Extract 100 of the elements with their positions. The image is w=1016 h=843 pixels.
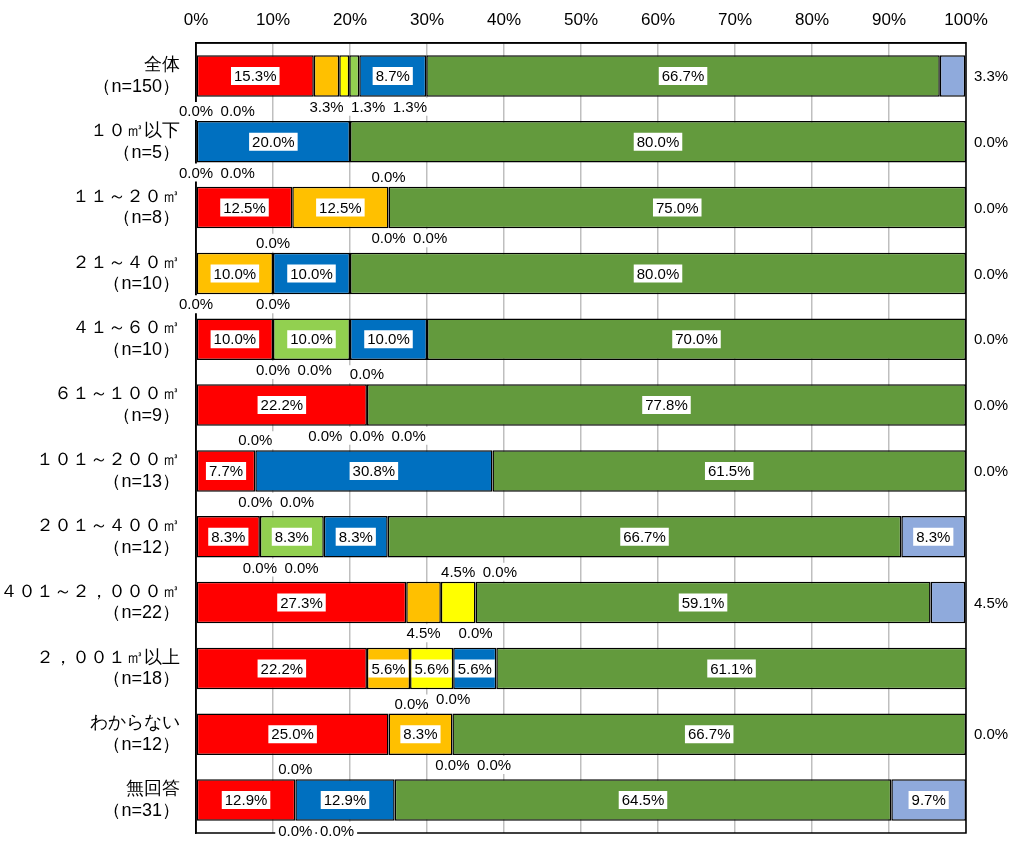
y-tick-label: ４０１～２，０００㎥（n=22） — [0, 580, 180, 623]
data-label: 9.7% — [911, 791, 946, 809]
data-label: 8.3% — [211, 527, 246, 545]
data-label: 22.2% — [260, 396, 304, 414]
annotation: 0.0% — [319, 821, 355, 839]
data-label: 12.5% — [223, 198, 266, 216]
data-label: 80.0% — [636, 264, 680, 282]
data-label: 66.7% — [687, 725, 731, 743]
data-label: 8.3% — [916, 527, 951, 545]
data-label: 3.3% — [309, 97, 344, 115]
data-label: 80.0% — [636, 132, 680, 150]
data-label: 0.0% — [973, 725, 1009, 743]
y-tick-label: ４１～６０㎥（n=10） — [72, 317, 180, 360]
annotation: 0.0% — [391, 426, 426, 444]
annotation: 0.0% — [220, 102, 255, 120]
x-tick-label: 10% — [255, 10, 291, 30]
data-label: 0.0% — [973, 462, 1009, 480]
data-label: 1.3% — [351, 97, 386, 115]
annotation: 0.0% — [178, 102, 214, 120]
annotation: 0.0% — [436, 690, 471, 708]
annotation: 0.0% — [349, 426, 385, 444]
data-label: 20.0% — [252, 132, 295, 150]
annotation: 0.0% — [371, 167, 406, 185]
data-label: 8.3% — [274, 527, 309, 545]
y-tick-label: わからない（n=12） — [90, 712, 180, 755]
data-label: 10.0% — [213, 264, 257, 282]
data-label: 0.0% — [973, 198, 1009, 216]
data-label: 8.7% — [375, 67, 410, 85]
data-label: 15.3% — [234, 67, 277, 85]
annotation: 0.0% — [477, 756, 512, 774]
y-tick-label: １０１～２００㎥（n=13） — [36, 449, 180, 491]
annotation: 0.0% — [482, 562, 517, 580]
data-label: 10.0% — [290, 264, 333, 282]
annotation: 0.0% — [394, 694, 429, 712]
x-tick-label: 50% — [563, 10, 599, 30]
x-tick-label: 20% — [332, 10, 368, 30]
data-label: 30.8% — [352, 462, 396, 480]
x-tick-label: 30% — [409, 10, 445, 30]
annotation: 0.0% — [255, 295, 291, 313]
data-label: 4.5% — [441, 562, 476, 580]
data-label: 3.3% — [973, 67, 1009, 85]
data-label: 66.7% — [623, 527, 666, 545]
annotation: 0.0% — [178, 295, 214, 313]
annotation: 0.0% — [308, 426, 343, 444]
data-label: 25.0% — [271, 725, 314, 743]
data-label: 0.0% — [973, 264, 1009, 282]
data-label: 75.0% — [655, 198, 699, 216]
annotation: 0.0% — [279, 492, 315, 510]
x-tick-label: 80% — [794, 10, 830, 30]
y-tick-label: ２，００１㎥以上（n=18） — [36, 646, 180, 689]
y-tick-label: ２１～４０㎥（n=10） — [72, 251, 180, 294]
annotation: 0.0% — [238, 431, 273, 449]
x-tick-label: 60% — [640, 10, 676, 30]
data-label: 27.3% — [280, 593, 323, 611]
data-label: 8.3% — [403, 725, 438, 743]
annotation: 0.0% — [278, 821, 313, 839]
data-label: 77.8% — [645, 396, 688, 414]
annotation: 0.0% — [278, 760, 313, 778]
y-tick-label: 無回答（n=31） — [103, 778, 180, 820]
annotation: 0.0% — [238, 492, 273, 510]
data-label: 10.0% — [290, 330, 333, 348]
data-label: 5.6% — [371, 659, 406, 677]
annotation: 0.0% — [255, 233, 291, 251]
annotation: 0.0% — [413, 229, 448, 247]
data-label: 1.3% — [392, 97, 427, 115]
x-tick-label: 100% — [944, 10, 988, 30]
data-label: 10.0% — [367, 330, 410, 348]
x-tick-label: 70% — [717, 10, 753, 30]
data-label: 12.5% — [319, 198, 362, 216]
y-tick-label: １０㎥以下（n=5） — [90, 119, 180, 162]
y-tick-label: ２０１～４００㎥（n=12） — [36, 514, 180, 557]
data-label: 5.6% — [457, 659, 492, 677]
data-label: 0.0% — [973, 330, 1009, 348]
data-label: 0.0% — [973, 132, 1009, 150]
annotation: 0.0% — [435, 756, 470, 774]
data-label: 66.7% — [661, 67, 705, 85]
y-tick-label: ６１～１００㎥（n=9） — [54, 383, 180, 425]
data-label: 4.5% — [973, 593, 1009, 611]
data-label: 7.7% — [208, 462, 244, 480]
x-tick-label: 0% — [183, 10, 209, 30]
data-label: 5.6% — [414, 659, 449, 677]
y-tick-label: 全体（n=150） — [93, 54, 180, 96]
data-label: 64.5% — [621, 791, 665, 809]
x-tick-label: 40% — [486, 10, 522, 30]
x-tick-label: 90% — [871, 10, 907, 30]
annotation: 0.0% — [349, 365, 385, 383]
data-label: 0.0% — [973, 396, 1009, 414]
annotation: 0.0% — [255, 361, 291, 379]
data-label: 10.0% — [213, 330, 257, 348]
data-label: 22.2% — [260, 659, 304, 677]
y-tick-label: １１～２０㎥（n=8） — [72, 185, 180, 228]
data-label: 12.9% — [323, 791, 367, 809]
data-label: 61.1% — [710, 659, 753, 677]
data-label: 12.9% — [224, 791, 268, 809]
annotation: 0.0% — [297, 361, 332, 379]
annotation: 0.0% — [458, 624, 493, 642]
data-label: 70.0% — [675, 330, 718, 348]
data-label: 8.3% — [338, 527, 373, 545]
annotation: 0.0% — [220, 163, 255, 181]
annotation: 0.0% — [371, 229, 406, 247]
